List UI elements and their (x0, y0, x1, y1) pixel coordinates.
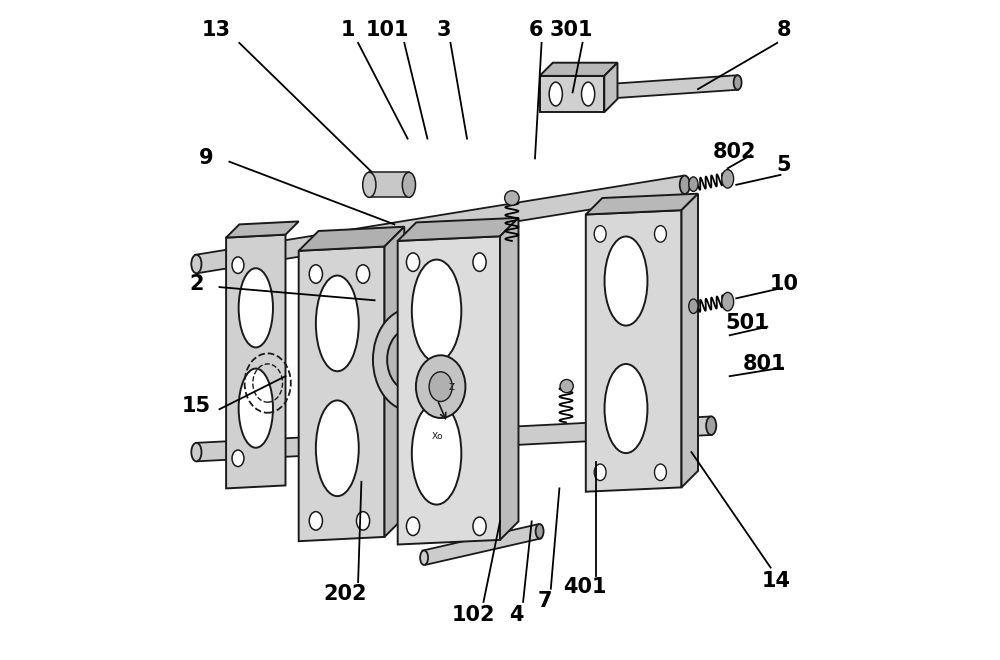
Ellipse shape (505, 191, 519, 205)
Ellipse shape (232, 450, 244, 467)
Ellipse shape (356, 512, 370, 530)
Ellipse shape (356, 265, 370, 283)
Polygon shape (299, 227, 404, 251)
Text: 102: 102 (452, 605, 495, 625)
Text: 3: 3 (437, 20, 451, 40)
Bar (369, 172, 409, 197)
Text: 401: 401 (563, 578, 606, 597)
Ellipse shape (402, 172, 416, 197)
Text: 9: 9 (199, 148, 214, 168)
Text: 4: 4 (509, 605, 524, 625)
Polygon shape (195, 176, 686, 273)
Ellipse shape (191, 443, 201, 461)
Ellipse shape (316, 401, 359, 496)
Ellipse shape (655, 226, 666, 242)
Polygon shape (542, 75, 738, 103)
Polygon shape (604, 63, 617, 112)
Polygon shape (682, 193, 698, 487)
Text: 13: 13 (202, 20, 231, 40)
Ellipse shape (722, 170, 734, 188)
Bar (540, 76, 604, 112)
Text: 2: 2 (189, 274, 204, 294)
Text: 501: 501 (726, 314, 769, 333)
Ellipse shape (373, 309, 449, 411)
Ellipse shape (549, 82, 562, 106)
Polygon shape (500, 218, 518, 540)
Ellipse shape (309, 265, 322, 283)
Ellipse shape (594, 226, 606, 242)
Ellipse shape (706, 416, 716, 435)
Ellipse shape (473, 517, 486, 535)
Ellipse shape (316, 276, 359, 371)
Polygon shape (586, 193, 698, 214)
Ellipse shape (239, 368, 273, 447)
Text: 7: 7 (538, 591, 552, 611)
Ellipse shape (689, 299, 698, 314)
Ellipse shape (363, 172, 376, 197)
Polygon shape (384, 227, 404, 537)
Text: 6: 6 (529, 20, 544, 40)
Text: 801: 801 (742, 354, 786, 374)
Ellipse shape (722, 292, 734, 311)
Polygon shape (226, 235, 286, 488)
Ellipse shape (405, 352, 417, 367)
Text: 202: 202 (323, 584, 367, 604)
Ellipse shape (406, 517, 420, 535)
Polygon shape (299, 247, 384, 541)
Polygon shape (398, 236, 500, 544)
Text: Z: Z (448, 383, 454, 392)
Ellipse shape (232, 257, 244, 273)
Text: 15: 15 (182, 396, 211, 416)
Text: 14: 14 (761, 571, 790, 591)
Ellipse shape (655, 464, 666, 480)
Ellipse shape (429, 372, 452, 401)
Ellipse shape (560, 379, 573, 393)
Ellipse shape (239, 268, 273, 347)
Text: 10: 10 (769, 274, 798, 294)
Ellipse shape (582, 82, 595, 106)
Ellipse shape (734, 75, 742, 90)
Text: Xo: Xo (432, 432, 443, 442)
Text: 5: 5 (776, 155, 791, 175)
Text: 802: 802 (713, 142, 756, 162)
Text: 301: 301 (550, 20, 593, 40)
Polygon shape (398, 218, 518, 241)
Text: 1: 1 (341, 20, 355, 40)
Ellipse shape (412, 402, 461, 504)
Ellipse shape (605, 236, 647, 325)
Ellipse shape (387, 328, 435, 391)
Polygon shape (226, 222, 299, 238)
Polygon shape (196, 416, 712, 461)
Text: 101: 101 (366, 20, 410, 40)
Ellipse shape (420, 550, 428, 565)
Polygon shape (540, 63, 617, 76)
Ellipse shape (473, 253, 486, 271)
Polygon shape (586, 210, 682, 492)
Ellipse shape (412, 259, 461, 362)
Ellipse shape (416, 355, 465, 418)
Ellipse shape (594, 464, 606, 480)
Ellipse shape (191, 255, 201, 273)
Ellipse shape (539, 88, 547, 103)
Text: 8: 8 (777, 20, 791, 40)
Ellipse shape (680, 176, 690, 194)
Ellipse shape (309, 512, 322, 530)
Ellipse shape (406, 253, 420, 271)
Ellipse shape (689, 177, 698, 191)
Ellipse shape (605, 364, 647, 453)
Ellipse shape (536, 524, 544, 539)
Polygon shape (422, 524, 541, 565)
